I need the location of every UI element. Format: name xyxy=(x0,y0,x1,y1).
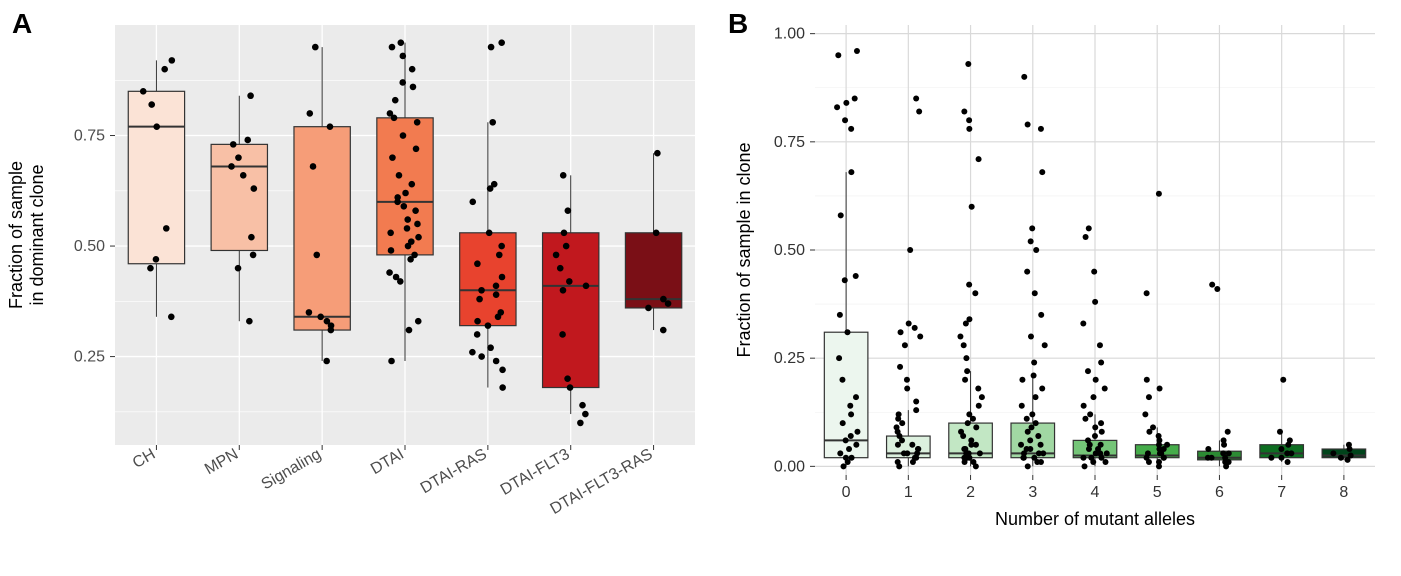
svg-text:1: 1 xyxy=(904,484,913,501)
svg-text:3: 3 xyxy=(1028,484,1037,501)
panel-a-svg: 0.25 0.50 0.75 CH MPN Signaling DTAI DTAI-RASDT… xyxy=(0,0,720,576)
svg-text:0: 0 xyxy=(842,484,851,501)
svg-text:0.25: 0.25 xyxy=(74,349,105,366)
svg-text:Fraction of samplein dominant: Fraction of samplein dominant clone xyxy=(6,161,47,309)
svg-text:6: 6 xyxy=(1215,484,1224,501)
svg-text:Signaling: Signaling xyxy=(259,446,325,494)
svg-text:4: 4 xyxy=(1091,484,1100,501)
svg-text:1.00: 1.00 xyxy=(774,26,805,43)
panel-a-label: A xyxy=(12,8,32,40)
figure-container: A 0.25 0.50 0.75 CH MPN Signaling DTAI DTAI-RAS… xyxy=(0,0,1401,576)
svg-text:0.00: 0.00 xyxy=(774,458,805,475)
svg-text:0.50: 0.50 xyxy=(74,238,105,255)
svg-text:8: 8 xyxy=(1339,484,1348,501)
svg-text:0.50: 0.50 xyxy=(774,242,805,259)
svg-text:CH: CH xyxy=(130,446,159,472)
panel-a: A 0.25 0.50 0.75 CH MPN Signaling DTAI DTAI-RAS… xyxy=(0,0,720,576)
svg-text:Fraction of sample in clone: Fraction of sample in clone xyxy=(734,142,754,357)
panel-b-svg: 0.00 0.25 0.50 0.75 1.00 0 1 2 3 4 5 6 7 8 Number of m… xyxy=(720,0,1401,576)
panel-b-label: B xyxy=(728,8,748,40)
svg-text:2: 2 xyxy=(966,484,975,501)
svg-text:DTAI-FLT3: DTAI-FLT3 xyxy=(498,446,573,499)
svg-text:0.75: 0.75 xyxy=(74,128,105,145)
svg-text:0.75: 0.75 xyxy=(774,134,805,151)
svg-text:5: 5 xyxy=(1153,484,1162,501)
svg-text:Number of mutant alleles: Number of mutant alleles xyxy=(995,509,1195,529)
panel-b: B 0.00 0.25 0.50 0.75 1.00 0 1 2 3 4 5 6 7 8 Number of… xyxy=(720,0,1401,576)
svg-text:0.25: 0.25 xyxy=(774,350,805,367)
svg-text:DTAI-RAS: DTAI-RAS xyxy=(418,446,490,497)
svg-text:7: 7 xyxy=(1277,484,1286,501)
svg-text:DTAI: DTAI xyxy=(368,446,407,478)
svg-text:MPN: MPN xyxy=(202,446,241,479)
